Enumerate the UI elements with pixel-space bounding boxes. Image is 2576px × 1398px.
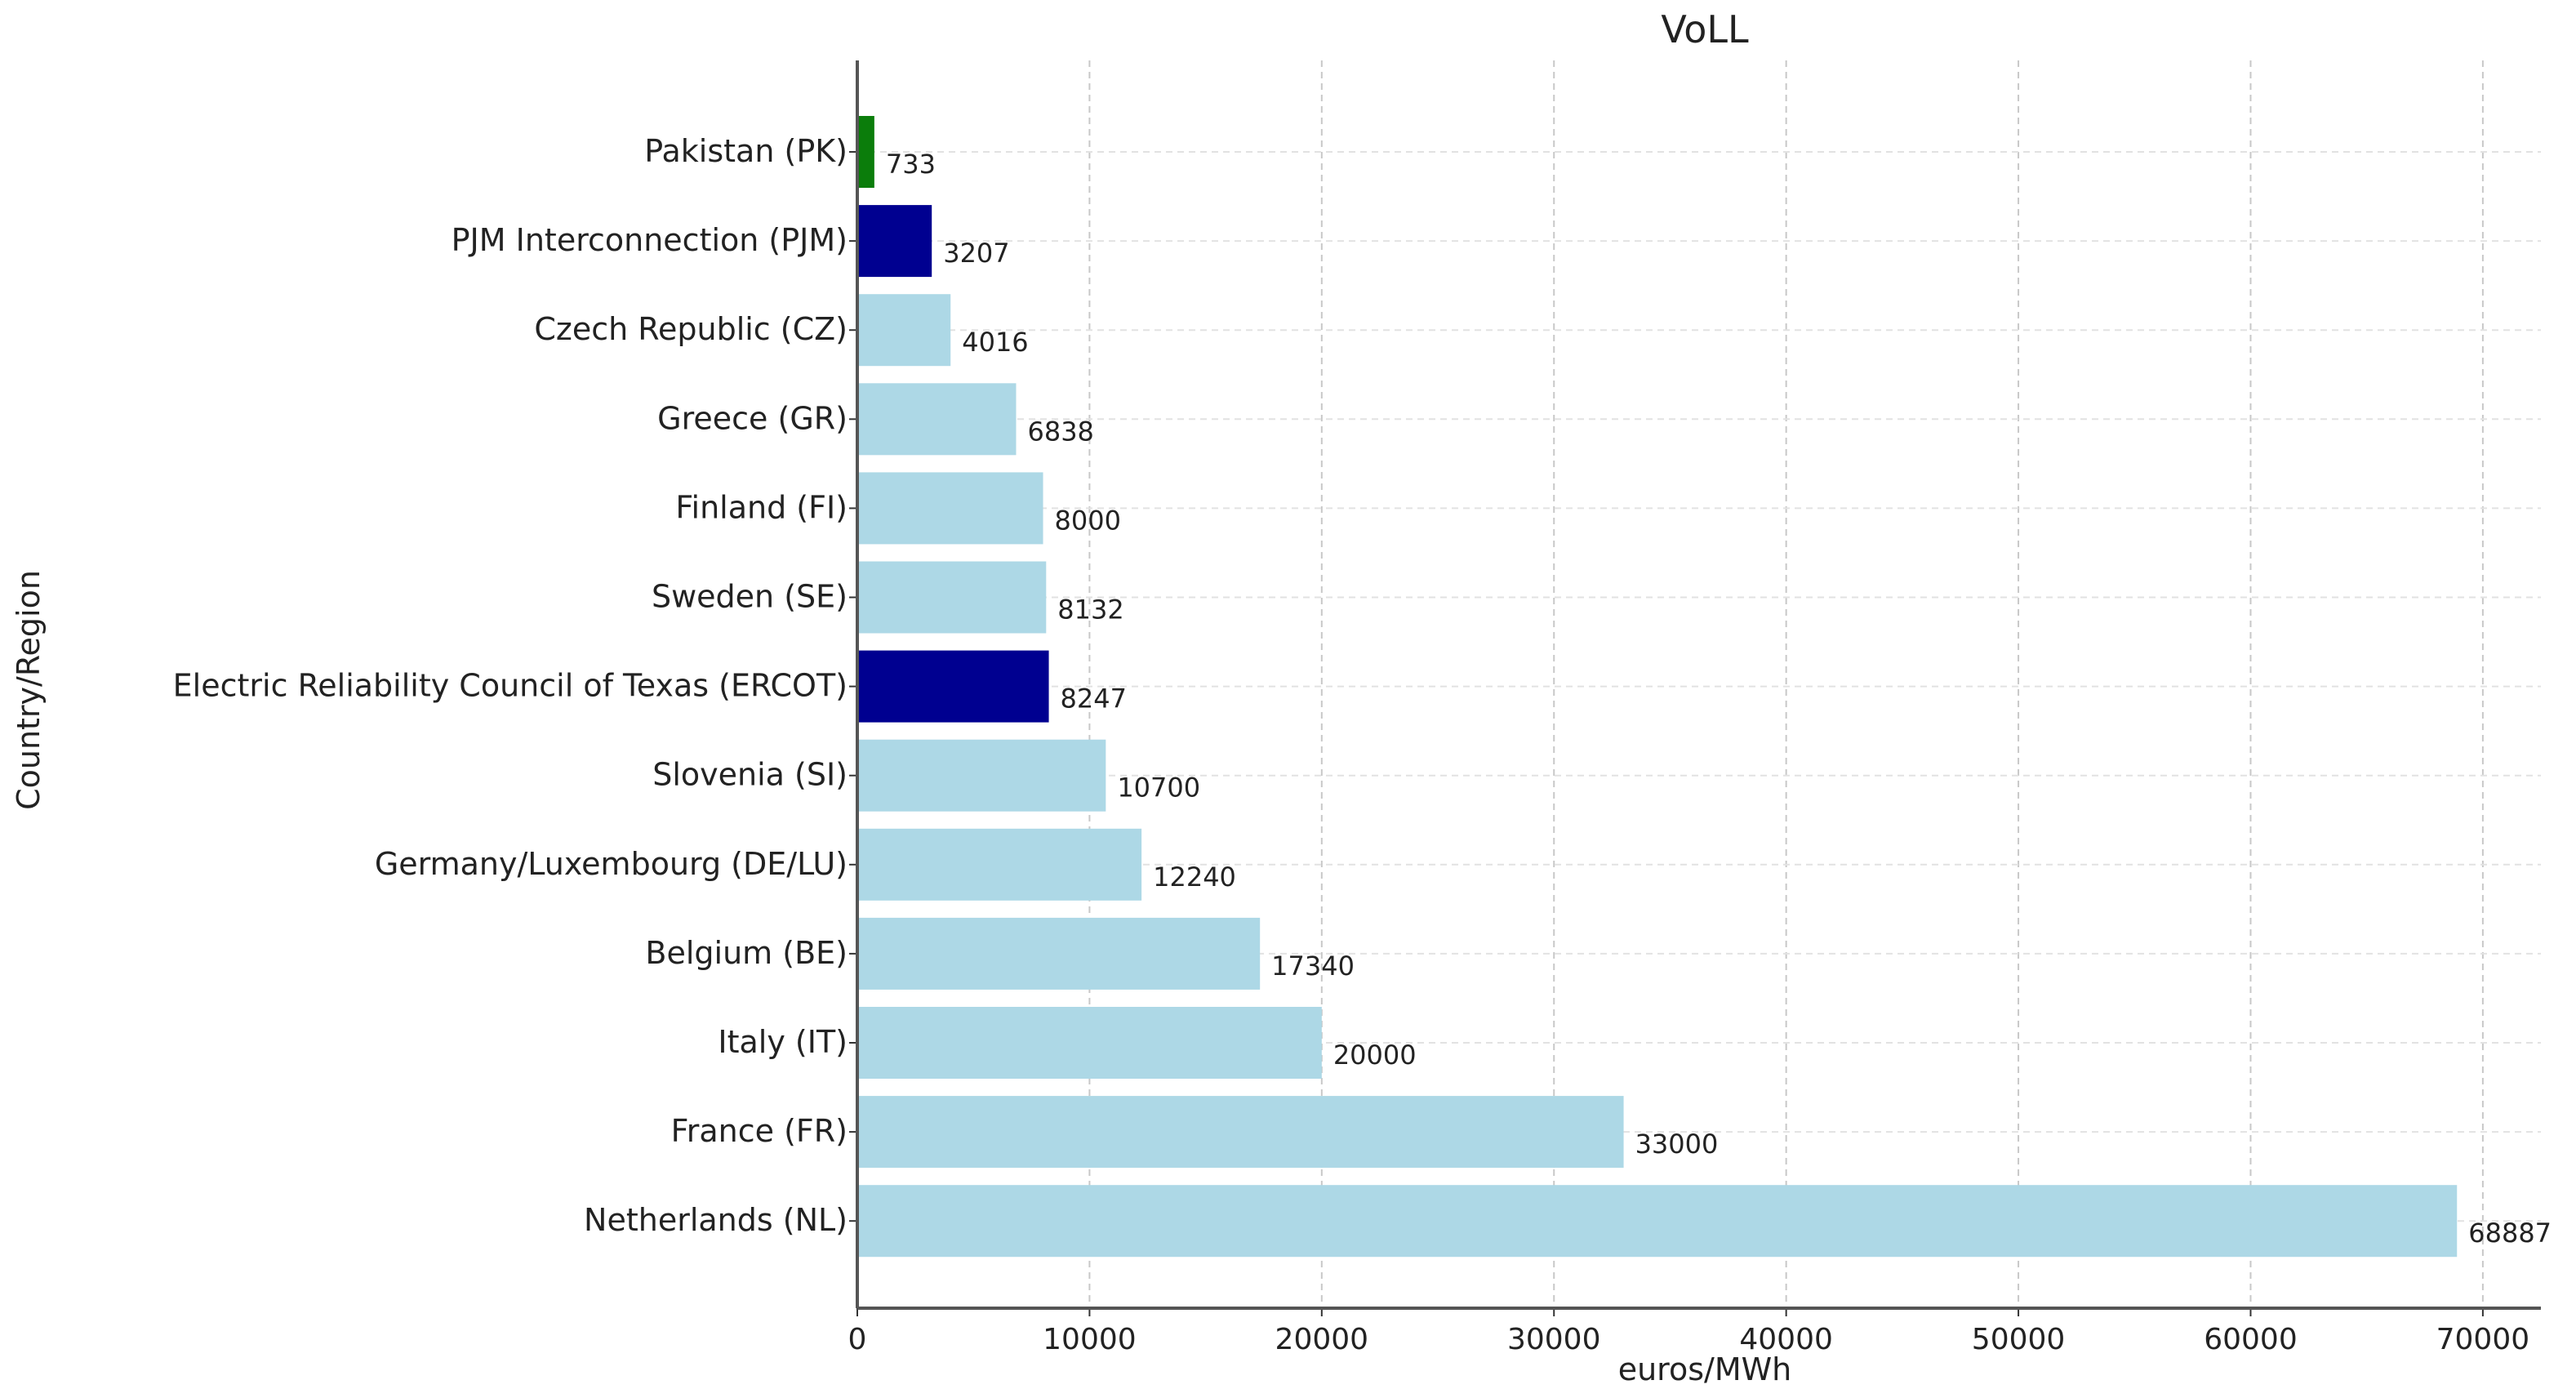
x-tick-label: 40000 [1739, 1323, 1833, 1356]
category-labels: Pakistan (PK) PJM Interconnection (PJM) Cz… [173, 133, 848, 1238]
bar [857, 828, 1142, 901]
bar-value-label: 68887 [2468, 1218, 2552, 1249]
x-tick-label: 10000 [1043, 1323, 1137, 1356]
value-labels: 733 3207 4016 6838 8000 8132 8247 10700 12240 173… [886, 149, 2552, 1249]
bar-value-label: 8132 [1057, 594, 1123, 626]
category-label: Pakistan (PK) [644, 133, 848, 169]
x-tick-label: 60000 [2204, 1323, 2298, 1356]
bar [857, 561, 1047, 634]
bar [857, 294, 951, 367]
bar-value-label: 12240 [1153, 862, 1236, 893]
bar [857, 383, 1017, 456]
category-label: Netherlands (NL) [584, 1202, 848, 1238]
bar [857, 1007, 1322, 1079]
x-axis-label: euros/MWh [1618, 1351, 1792, 1387]
bar-value-label: 33000 [1635, 1129, 1719, 1160]
y-axis-label: Country/Region [11, 570, 47, 810]
x-tick-label: 50000 [1972, 1323, 2066, 1356]
x-tick-label: 20000 [1275, 1323, 1369, 1356]
category-label: PJM Interconnection (PJM) [452, 222, 848, 258]
bar [857, 650, 1049, 723]
category-label: Greece (GR) [657, 400, 848, 436]
bar-value-label: 8000 [1055, 505, 1121, 536]
bar-value-label: 3207 [943, 238, 1009, 269]
bar-value-label: 10700 [1117, 772, 1200, 804]
bar-value-label: 17340 [1271, 951, 1355, 982]
chart-title: VoLL [1661, 7, 1749, 51]
bar [857, 116, 874, 188]
category-label: Electric Reliability Council of Texas (E… [173, 668, 848, 704]
bar [857, 205, 932, 278]
bar-value-label: 4016 [962, 327, 1028, 358]
category-label: Germany/Luxembourg (DE/LU) [375, 846, 848, 882]
axes [849, 60, 2541, 1316]
bar-value-label: 6838 [1027, 416, 1093, 447]
bar [857, 1096, 1624, 1169]
bar-value-label: 8247 [1061, 683, 1127, 715]
category-label: Italy (IT) [718, 1024, 848, 1060]
bar [857, 917, 1261, 990]
category-label: Slovenia (SI) [652, 757, 848, 793]
bar-value-label: 20000 [1333, 1040, 1417, 1071]
x-tick-label: 70000 [2436, 1323, 2530, 1356]
bar [857, 739, 1106, 812]
category-label: Belgium (BE) [645, 935, 848, 971]
bar-value-label: 733 [886, 149, 936, 180]
category-label: France (FR) [671, 1113, 848, 1149]
x-tick-labels: 0 10000 20000 30000 40000 50000 60000 70000 [848, 1323, 2530, 1356]
bars [857, 116, 2458, 1258]
category-label: Sweden (SE) [652, 579, 848, 615]
bar [857, 472, 1043, 545]
category-label: Finland (FI) [675, 489, 848, 525]
x-tick-label: 0 [848, 1323, 867, 1356]
bar [857, 1185, 2458, 1258]
x-tick-label: 30000 [1507, 1323, 1601, 1356]
category-label: Czech Republic (CZ) [534, 311, 848, 347]
